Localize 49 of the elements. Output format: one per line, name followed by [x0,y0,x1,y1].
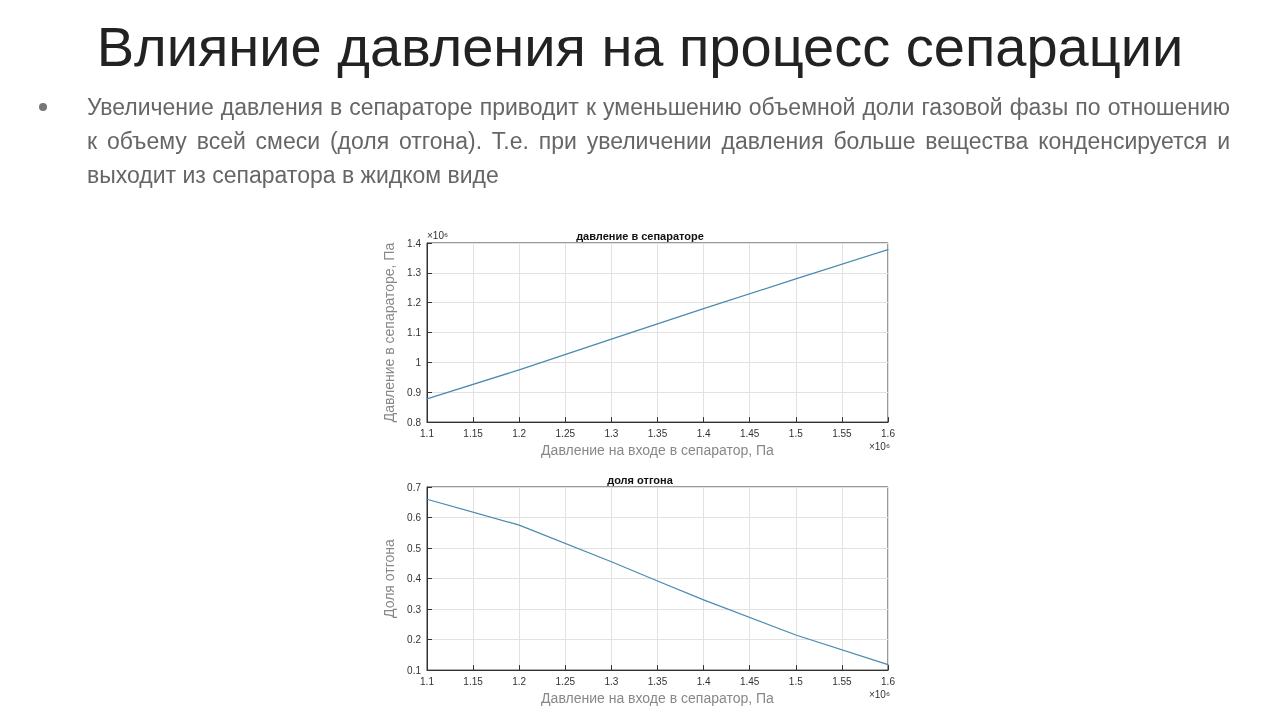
y-tick-label: 1.3 [407,267,422,279]
y-axis-title: Доля отгона [381,538,398,618]
x-axis-title: Давление на входе в сепаратор, Па [541,442,775,458]
x-tick-label: 1.25 [555,427,576,439]
x-tick-label: 1.4 [696,427,711,439]
x-tick-label: 1.45 [739,675,760,687]
y-axis-title: Давление в сепараторе, Па [381,242,398,423]
chart-title: давление в сепараторе [576,229,704,242]
y-tick-label: 1 [415,356,422,368]
text: ×10⁶ [868,688,891,700]
x-tick-label: 1.3 [604,675,619,687]
y-tick-label: 0.4 [407,573,422,585]
x-tick-label: 1.2 [512,675,527,687]
y-tick-label: 1.2 [407,297,422,309]
x-tick-label: 1.5 [788,427,804,439]
x-tick-label: 1.3 [604,427,619,439]
y-tick-label: 0.8 [407,416,422,428]
x-tick-label: 1.45 [739,427,760,439]
x-tick-label: 1.6 [881,675,896,687]
x-axis-title: Давление на входе в сепаратор, Па [541,690,775,706]
x-tick-label: 1.4 [696,675,711,687]
x-tick-label: 1.1 [420,427,435,439]
chart-title: доля отгона [607,473,674,486]
x-tick-label: 1.6 [881,427,896,439]
y-tick-label: 0.9 [407,386,422,398]
x-tick-label: 1.1 [420,675,435,687]
y-tick-label: 0.5 [407,542,422,554]
x-tick-label: 1.5 [788,675,804,687]
y-tick-label: 0.7 [407,481,422,493]
text: ×10⁶ [427,229,449,241]
x-tick-label: 1.15 [463,427,484,439]
x-tick-label: 1.25 [555,675,576,687]
x-tick-label: 1.2 [512,427,527,439]
line-series [426,248,889,400]
y-tick-label: 0.2 [407,634,422,646]
y-tick-label: 0.6 [407,512,422,524]
line-series [426,498,889,666]
y-tick-label: 0.3 [407,603,422,615]
x-tick-label: 1.15 [463,675,484,687]
text: Влияние давления на процесс сепарации [95,14,1185,79]
text: Увеличение давления в сепараторе приводит к уменьшению объемной доли газовой фазы по отношению к объему всей смеси (доля отгона). Т.е. при увеличении давления больше вещества конденсируется и выходит из сепаратора в жидком виде [87,93,1230,190]
y-tick-label: 1.1 [407,327,422,339]
x-tick-label: 1.55 [832,675,853,687]
x-tick-label: 1.55 [832,427,853,439]
x-tick-label: 1.35 [647,675,668,687]
x-tick-label: 1.35 [647,427,668,439]
y-tick-label: 1.4 [407,237,422,249]
y-tick-label: 0.1 [407,664,422,676]
text: ×10⁶ [868,440,891,452]
